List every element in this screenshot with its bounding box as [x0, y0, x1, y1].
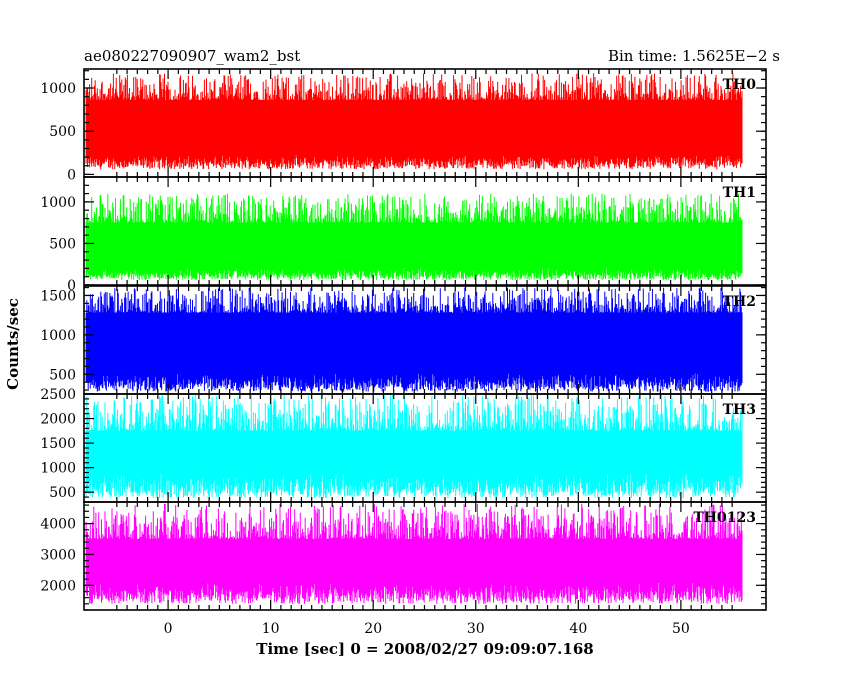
- x-axis: 0 10 20 30 40 50: [164, 621, 690, 637]
- y-tick-label: 2500: [40, 387, 76, 403]
- x-tick-label: 30: [467, 621, 485, 637]
- panel-th0123: 2000 3000 4000 TH0123: [40, 501, 767, 611]
- y-tick-label: 500: [49, 485, 76, 501]
- panel-th1: 0 500 1000 TH1: [40, 176, 767, 294]
- panel-th0: 0 500 1000 TH0: [40, 68, 767, 183]
- y-tick-label: 500: [49, 124, 76, 140]
- y-tick-label: 500: [49, 236, 76, 252]
- y-tick-label: 0: [67, 278, 76, 294]
- panel-name-label: TH0123: [693, 510, 756, 526]
- series-core-th0123: [86, 539, 743, 583]
- panel-th3: 500 1000 1500 2000 2500 TH3: [40, 387, 767, 503]
- y-axis-label: Counts/sec: [4, 298, 22, 390]
- x-tick-label: 10: [262, 621, 280, 637]
- y-tick-label: 1500: [40, 436, 76, 452]
- panel-name-label: TH0: [723, 77, 757, 93]
- y-tick-label: 3000: [40, 547, 76, 563]
- y-tick-label: 2000: [40, 412, 76, 428]
- y-tick-label: 1000: [40, 328, 76, 344]
- x-tick-label: 50: [672, 621, 690, 637]
- panel-th2: 500 1000 1500 TH2: [40, 285, 767, 395]
- y-tick-label: 0: [67, 167, 76, 183]
- series-core-th0: [86, 100, 743, 155]
- y-tick-label: 1500: [40, 288, 76, 304]
- chart-title-right: Bin time: 1.5625E−2 s: [608, 47, 780, 65]
- series-core-th1: [86, 222, 743, 268]
- y-tick-label: 1000: [40, 195, 76, 211]
- x-tick-label: 0: [164, 621, 173, 637]
- y-tick-label: 1000: [40, 81, 76, 97]
- panel-name-label: TH3: [723, 402, 756, 418]
- panel-name-label: TH1: [723, 185, 756, 201]
- panels-group: 0 500 1000 TH0 0 500 1000 TH1 500 1000 1500 TH2 500 1…: [40, 68, 767, 611]
- y-tick-label: 500: [49, 367, 76, 383]
- y-tick-label: 2000: [40, 578, 76, 594]
- chart-title-left: ae080227090907_wam2_bst: [84, 47, 300, 65]
- x-tick-label: 40: [569, 621, 587, 637]
- y-tick-label: 4000: [40, 517, 76, 533]
- panel-name-label: TH2: [723, 294, 756, 310]
- x-tick-label: 20: [364, 621, 382, 637]
- series-core-th2: [86, 312, 743, 373]
- x-axis-label: Time [sec] 0 = 2008/02/27 09:09:07.168: [256, 640, 593, 658]
- y-tick-label: 1000: [40, 461, 76, 477]
- series-core-th3: [86, 430, 743, 473]
